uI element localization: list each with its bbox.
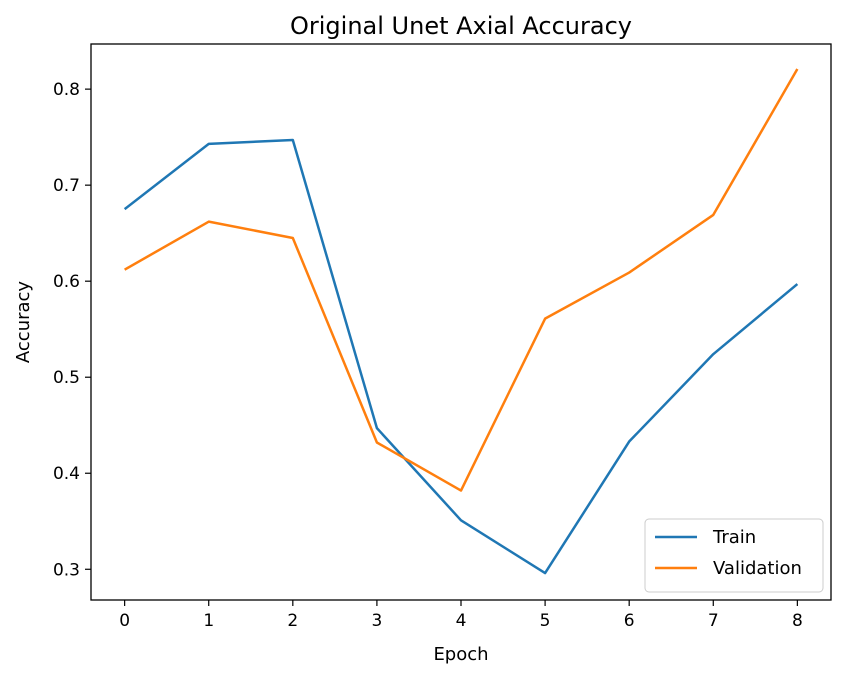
x-axis-label: Epoch [433,644,488,665]
x-tick-label: 8 [792,611,803,631]
chart-title: Original Unet Axial Accuracy [290,12,632,40]
y-tick-label: 0.8 [53,80,80,100]
y-tick-label: 0.5 [53,368,80,388]
x-tick-label: 4 [456,611,467,631]
x-tick-label: 5 [540,611,551,631]
y-axis: 0.3 0.4 0.5 0.6 0.7 0.8 [53,80,91,580]
series-layer [123,68,799,575]
plot-area [91,44,831,600]
legend-label-train: Train [712,527,756,548]
y-tick-label: 0.7 [53,176,80,196]
legend-label-validation: Validation [713,558,802,579]
x-tick-label: 6 [624,611,635,631]
legend: Train Validation [644,518,824,593]
x-tick-label: 3 [371,611,382,631]
x-axis: 0 1 2 3 4 5 6 7 8 [119,600,803,631]
y-axis-label: Accuracy [13,281,34,364]
series-line-validation [124,68,799,492]
x-tick-label: 2 [287,611,298,631]
y-tick-label: 0.4 [53,464,80,484]
series-line-train [123,138,799,575]
x-tick-label: 7 [708,611,719,631]
x-tick-label: 1 [203,611,214,631]
x-tick-label: 0 [119,611,130,631]
y-tick-label: 0.6 [53,272,80,292]
y-tick-label: 0.3 [53,560,80,580]
